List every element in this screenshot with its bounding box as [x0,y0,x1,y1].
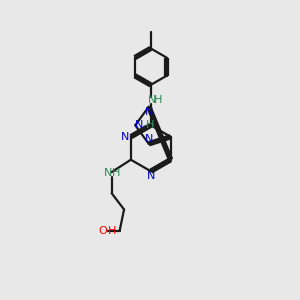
Text: H: H [112,168,120,178]
Text: H: H [154,95,162,105]
Text: N: N [104,168,112,178]
Text: N: N [145,107,154,117]
Text: N: N [145,134,154,144]
Text: -H: -H [142,120,155,130]
Text: H: H [108,226,116,236]
Text: N: N [148,95,156,105]
Text: O: O [99,226,107,236]
Text: N: N [121,132,130,142]
Text: N: N [146,171,155,181]
Text: N: N [135,120,144,130]
